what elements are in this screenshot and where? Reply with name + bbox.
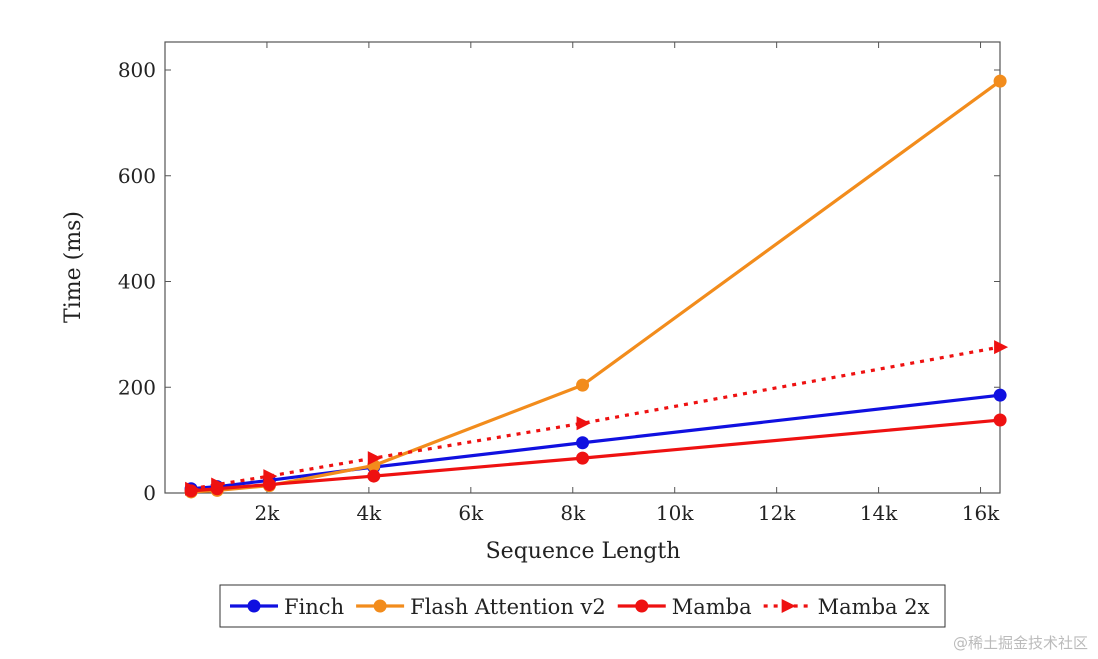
data-point [576,416,591,431]
y-tick-label: 400 [118,270,156,294]
data-point [263,469,278,484]
x-tick-label: 16k [962,501,1000,525]
watermark: @稀土掘金技术社区 [952,634,1088,652]
data-point [367,451,382,466]
y-axis-label: Time (ms) [61,211,86,323]
series-line [190,345,1001,491]
x-tick-label: 2k [255,501,281,525]
legend-label: Mamba 2x [818,595,930,619]
y-tick-label: 800 [118,58,156,82]
data-point [993,413,1007,427]
series-mamba [184,413,1007,498]
data-point [993,388,1007,402]
legend-label: Finch [284,595,344,619]
series-line [190,393,1001,491]
plot-area [164,41,1001,494]
data-point [576,451,590,465]
x-tick-label: 6k [458,501,484,525]
data-point [211,477,226,492]
x-tick-label: 14k [860,501,898,525]
x-tick-label: 10k [656,501,694,525]
data-point [994,340,1009,355]
legend-marker [247,599,261,613]
legend-label: Flash Attention v2 [410,595,606,619]
data-point [576,378,590,392]
series-flash-attention-v2 [184,74,1007,499]
legend-label: Mamba [672,595,752,619]
legend-marker [373,599,387,613]
x-axis-label: Sequence Length [486,539,681,564]
y-tick-label: 200 [118,375,156,399]
series-mamba-2x [185,340,1009,496]
legend-marker [635,599,649,613]
x-tick-label: 4k [356,501,382,525]
series-line [190,418,1001,493]
x-tick-label: 8k [560,501,586,525]
data-point [993,74,1007,88]
y-tick-label: 600 [118,164,156,188]
data-point [185,481,200,496]
data-point [367,469,381,483]
legend-marker [781,599,796,613]
legend-box [219,584,946,628]
x-tick-label: 12k [758,501,796,525]
y-tick-label: 0 [143,481,156,505]
data-point [576,436,590,450]
